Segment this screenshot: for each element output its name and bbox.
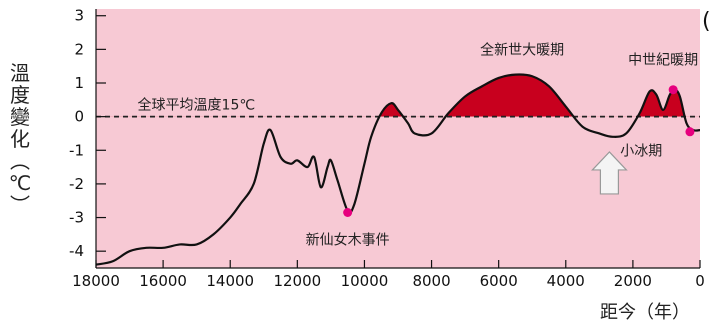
- series-line-layer: [95, 73, 701, 266]
- x-tick-label: 0: [695, 272, 705, 290]
- up-arrow-icon: [591, 151, 628, 195]
- temperature-line: [95, 73, 701, 266]
- y-axis-label-char: 化: [10, 127, 30, 151]
- x-tick-label: 8000: [412, 272, 450, 290]
- x-tick-label: 4000: [547, 272, 585, 290]
- event-point-1: [668, 85, 678, 95]
- y-axis-label-text: 溫度變化︵ ℃ ︶: [9, 61, 31, 217]
- x-tick-label: 14000: [206, 272, 254, 290]
- y-tick-label: 0: [74, 108, 84, 126]
- annotation-label-3: 小冰期: [620, 143, 662, 159]
- corner-mark: (: [702, 9, 711, 34]
- event-point-0: [343, 208, 353, 217]
- x-tick-label: 12000: [273, 272, 321, 290]
- y-tick-label: 2: [74, 40, 84, 58]
- y-axis-label-char: 溫: [10, 61, 30, 85]
- y-tick-label: 3: [74, 7, 84, 25]
- annotation-label-2: 中世紀暖期: [628, 53, 698, 69]
- y-axis-label-char: ℃: [9, 171, 31, 195]
- y-tick-label: -2: [69, 175, 84, 193]
- x-tick-label: 10000: [341, 272, 389, 290]
- x-tick-label: 2000: [614, 272, 652, 290]
- y-tick-label: -1: [69, 141, 84, 159]
- annotation-label-0: 新仙女木事件: [306, 231, 390, 248]
- y-axis-label-char: ︶: [10, 193, 30, 217]
- y-tick-label: -4: [69, 242, 84, 260]
- reference-line-label: 全球平均溫度15℃: [138, 97, 256, 114]
- x-tick-label: 16000: [139, 272, 187, 290]
- plot-area: [96, 9, 700, 268]
- point-layer: [343, 85, 695, 217]
- plot-background: [96, 9, 700, 268]
- y-axis-label: 溫度變化︵ ℃ ︶: [9, 61, 31, 217]
- y-axis-label-char: ︵: [10, 149, 30, 173]
- axes-layer: 3 2 1 0 -1 -2 -3 -4 18000 16000 14000 12000 10000 800…: [69, 7, 705, 290]
- x-axis-label: 距今（年）: [600, 302, 690, 323]
- x-tick-label: 18000: [72, 272, 120, 290]
- event-point-2: [685, 127, 695, 137]
- reference-line-layer: 全球平均溫度15℃: [96, 97, 700, 118]
- y-tick-label: -3: [69, 209, 84, 227]
- y-tick-label: 1: [74, 74, 84, 92]
- x-tick-label: 6000: [480, 272, 518, 290]
- y-axis-label-char: 變: [10, 105, 30, 129]
- y-axis-label-char: 度: [10, 83, 30, 107]
- annotation-label-1: 全新世大暖期: [480, 41, 564, 58]
